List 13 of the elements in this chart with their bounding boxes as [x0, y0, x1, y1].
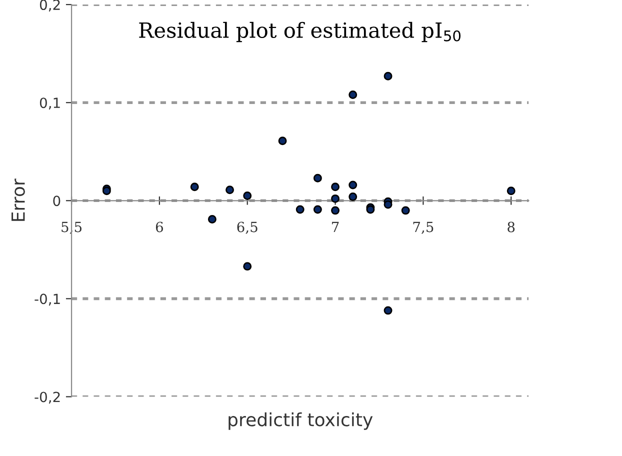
y-tick-label: 0,2: [40, 0, 60, 12]
x-tick-label: 8: [508, 222, 515, 232]
y-tick-label: 0,1: [40, 98, 60, 110]
text: Residual plot of estimated pI$_{50}$: [139, 22, 461, 42]
x-tick-label: 7,5: [413, 222, 434, 234]
x-axis-title: predictif toxicity: [228, 412, 373, 430]
x-tick-label: 7: [332, 222, 339, 232]
y-tick-label: 0: [53, 196, 60, 206]
y-tick-label: -0,1: [34, 294, 60, 306]
y-axis-title: Error: [12, 178, 25, 221]
y-tick-label: -0,2: [34, 392, 60, 404]
x-tick-label: 6,5: [237, 222, 258, 234]
x-tick-label: 6: [156, 222, 163, 232]
